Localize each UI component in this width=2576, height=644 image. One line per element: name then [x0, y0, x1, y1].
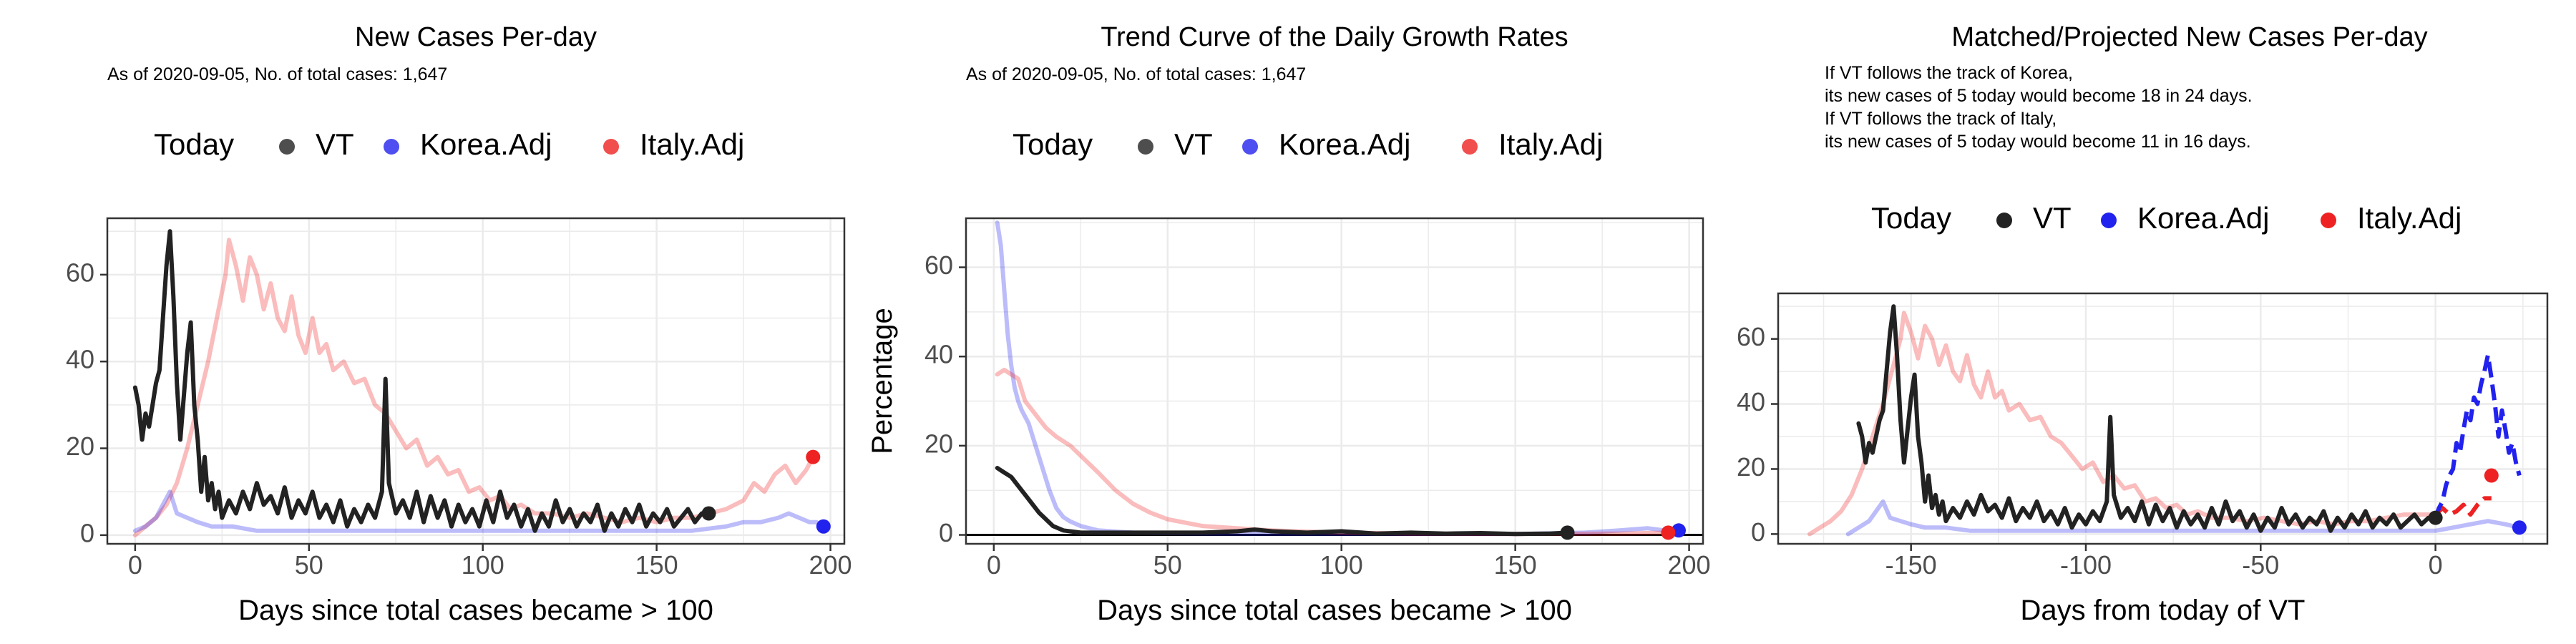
legend-label: Korea.Adj: [1279, 127, 1410, 161]
y-tick-label: 0: [1751, 517, 1765, 547]
x-tick-label: 100: [1320, 550, 1363, 580]
x-tick-label: 0: [987, 550, 1001, 580]
chart-subtitle: If VT follows the track of Korea,: [1825, 63, 2073, 83]
x-tick-label: 0: [128, 550, 142, 580]
legend-label: Korea.Adj: [2137, 201, 2269, 235]
series-group: [1807, 304, 2522, 537]
legend-label: VT: [2033, 201, 2072, 235]
y-tick-label: 40: [924, 340, 953, 369]
legend-title: Today: [154, 127, 234, 161]
x-tick-label: 150: [635, 550, 678, 580]
chart-subtitle: As of 2020-09-05, No. of total cases: 1,…: [107, 64, 447, 84]
legend-label: VT: [316, 127, 354, 161]
y-tick-label: 60: [66, 258, 94, 287]
legend-label: Italy.Adj: [640, 127, 744, 161]
today-point-vt: [2428, 510, 2443, 525]
series-line-vt: [995, 466, 1570, 537]
today-point-italy-adj: [1661, 525, 1676, 540]
y-tick-label: 0: [80, 518, 94, 547]
panel1-panel: New Cases Per-day As of 2020-09-05, No. o…: [66, 22, 852, 626]
today-point-korea-adj: [2512, 520, 2527, 535]
series-group: [132, 229, 826, 537]
plot-area: [1778, 293, 2547, 544]
legend-title: Today: [1013, 127, 1093, 161]
y-axis-label: Percentage: [867, 308, 898, 454]
x-tick-label: -50: [2242, 550, 2279, 580]
series-line-vt: [1856, 304, 2438, 533]
series-line-italy-adj: [2434, 496, 2492, 517]
series-line-vt: [132, 229, 711, 533]
legend-title: Today: [1871, 201, 1951, 235]
plot-frame: [106, 217, 846, 545]
series-line-italy-adj: [1807, 311, 2438, 537]
gridlines: [107, 218, 844, 544]
legend: Today VT Korea.Adj Italy.Adj: [1013, 127, 1603, 161]
x-tick-label: 50: [1153, 550, 1182, 580]
x-axis-label: Days from today of VT: [2021, 595, 2306, 626]
plot-frame: [1777, 292, 2549, 545]
legend-key-italy-adj: [1462, 139, 1478, 155]
x-tick-label: -150: [1885, 550, 1937, 580]
legend: Today VT Korea.Adj Italy.Adj: [154, 127, 744, 161]
y-tick-label: 60: [1737, 322, 1765, 351]
chart-subtitle: its new cases of 5 today would become 18…: [1825, 86, 2253, 106]
legend-key-italy-adj: [2321, 213, 2336, 228]
legend-key-italy-adj: [603, 139, 619, 155]
x-axis-label: Days since total cases became > 100: [1097, 595, 1572, 626]
gridlines: [1778, 293, 2547, 544]
y-tick-label: 20: [66, 431, 94, 461]
series-line-korea-adj: [1845, 499, 2522, 537]
legend-key-vt: [1138, 139, 1153, 155]
legend-label: Korea.Adj: [420, 127, 552, 161]
today-point-italy-adj: [2484, 468, 2499, 483]
x-tick-label: -100: [2060, 550, 2112, 580]
today-point-korea-adj: [816, 519, 831, 534]
x-tick-label: 0: [2429, 550, 2443, 580]
legend-key-vt: [279, 139, 295, 155]
chart-subtitle: its new cases of 5 today would become 11…: [1825, 132, 2251, 152]
y-tick-label: 40: [66, 345, 94, 374]
legend-key-korea-adj: [2101, 213, 2117, 228]
x-axis-label: Days since total cases became > 100: [238, 595, 713, 626]
plot-frame: [965, 217, 1704, 545]
y-tick-label: 20: [1737, 452, 1765, 482]
legend-label: Italy.Adj: [2357, 201, 2462, 235]
y-tick-label: 40: [1737, 387, 1765, 416]
today-point-vt: [1560, 525, 1575, 540]
plot-area: [107, 218, 844, 544]
y-tick-label: 0: [939, 518, 953, 547]
legend-label: Italy.Adj: [1498, 127, 1603, 161]
legend-key-vt: [1996, 213, 2012, 228]
x-tick-label: 200: [809, 550, 852, 580]
legend-key-korea-adj: [384, 139, 399, 155]
chart-subtitle: If VT follows the track of Italy,: [1825, 109, 2057, 129]
panel2-panel: Trend Curve of the Daily Growth Rates As …: [867, 22, 1711, 626]
y-tick-label: 20: [924, 429, 953, 458]
x-tick-label: 150: [1494, 550, 1537, 580]
panel3-panel: Matched/Projected New Cases Per-day If VT…: [1737, 22, 2549, 626]
plot-area: [966, 218, 1703, 544]
today-point-vt: [701, 506, 716, 521]
series-line-korea-adj: [2433, 353, 2522, 519]
chart-title: Matched/Projected New Cases Per-day: [1951, 22, 2427, 52]
chart-title: Trend Curve of the Daily Growth Rates: [1101, 22, 1568, 52]
legend-label: VT: [1174, 127, 1213, 161]
legend-key-korea-adj: [1242, 139, 1258, 155]
y-tick-label: 60: [924, 250, 953, 280]
x-tick-label: 100: [462, 550, 504, 580]
x-tick-label: 200: [1668, 550, 1711, 580]
legend: Today VT Korea.Adj Italy.Adj: [1871, 201, 2462, 235]
series-line-korea-adj: [132, 489, 826, 533]
chart-subtitle: As of 2020-09-05, No. of total cases: 1,…: [966, 64, 1306, 84]
x-tick-label: 50: [295, 550, 323, 580]
today-point-italy-adj: [806, 449, 821, 464]
chart-title: New Cases Per-day: [355, 22, 597, 52]
